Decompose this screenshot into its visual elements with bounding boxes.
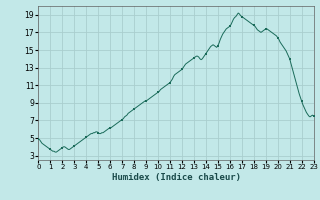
X-axis label: Humidex (Indice chaleur): Humidex (Indice chaleur) (111, 173, 241, 182)
